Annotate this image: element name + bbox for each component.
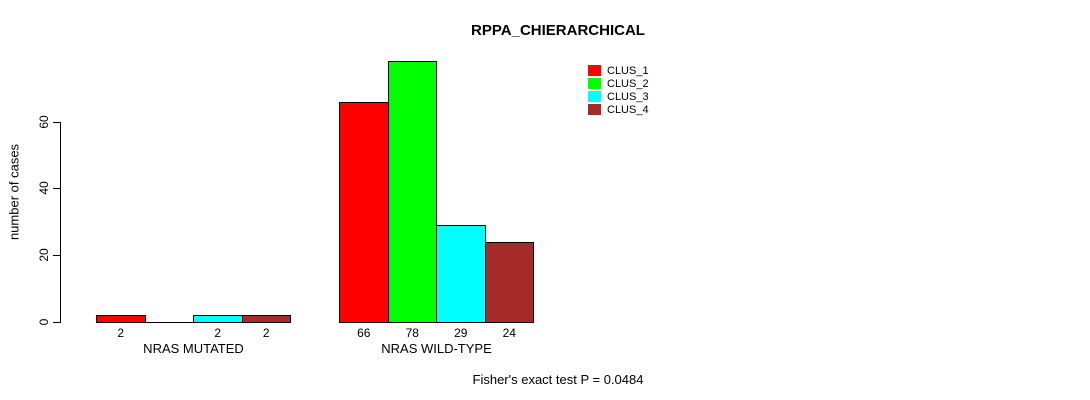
legend-item-CLUS_1: CLUS_1 [588,65,649,77]
bar-value-label: 66 [357,326,371,340]
bar-value-label: 29 [454,326,468,340]
bar-CLUS_3-group1 [436,225,486,323]
legend-label: CLUS_4 [607,103,649,116]
bar-value-label: 2 [214,326,222,340]
bar-CLUS_4-group1 [484,242,534,323]
y-axis-tick-label: 0 [37,318,51,326]
bar-CLUS_2-group1 [387,61,437,323]
y-axis-tick-label: 40 [37,181,51,195]
bar-value-label: 2 [117,326,125,340]
x-category-label-nras-mutated: NRAS MUTATED [143,341,244,356]
y-axis-tick-label: 20 [37,248,51,262]
bar-CLUS_4-group0 [241,315,291,323]
bar-value-label: 2 [262,326,270,340]
legend-label: CLUS_3 [607,90,649,103]
legend-item-CLUS_4: CLUS_4 [588,104,649,116]
chart-title: RPPA_CHIERARCHICAL [471,22,645,39]
legend-item-CLUS_3: CLUS_3 [588,91,649,103]
x-category-label-nras-wild-type: NRAS WILD-TYPE [381,341,492,356]
legend-item-CLUS_2: CLUS_2 [588,78,649,90]
fisher-test-annotation: Fisher's exact test P = 0.0484 [472,372,644,387]
bar-CLUS_2-group0 [144,322,194,323]
bar-CLUS_1-group1 [339,102,389,323]
bar-CLUS_3-group0 [193,315,243,323]
y-axis-label: number of cases [6,143,22,241]
bar-value-label: 24 [502,326,516,340]
legend-label: CLUS_2 [607,77,649,90]
legend-swatch-CLUS_4 [588,104,601,115]
bar-CLUS_1-group0 [96,315,146,323]
y-axis-line [60,121,61,323]
y-axis-tick [53,122,60,123]
legend-swatch-CLUS_3 [588,91,601,102]
legend-swatch-CLUS_1 [588,65,601,76]
y-axis-tick [53,188,60,189]
y-axis-tick-label: 60 [37,115,51,129]
y-axis-tick [53,255,60,256]
bar-value-label: 78 [405,326,419,340]
y-axis-tick [53,322,60,323]
legend-swatch-CLUS_2 [588,78,601,89]
legend-label: CLUS_1 [607,64,649,77]
